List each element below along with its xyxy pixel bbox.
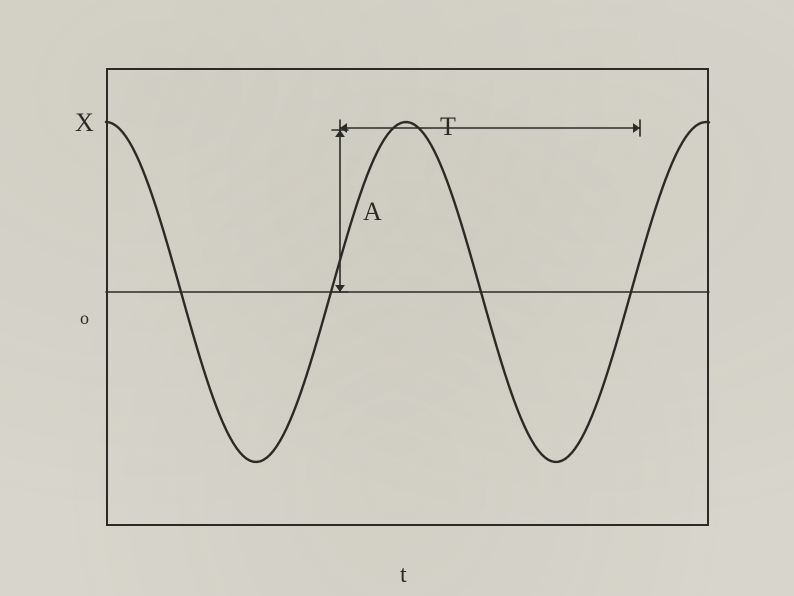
plot-svg	[0, 0, 794, 596]
